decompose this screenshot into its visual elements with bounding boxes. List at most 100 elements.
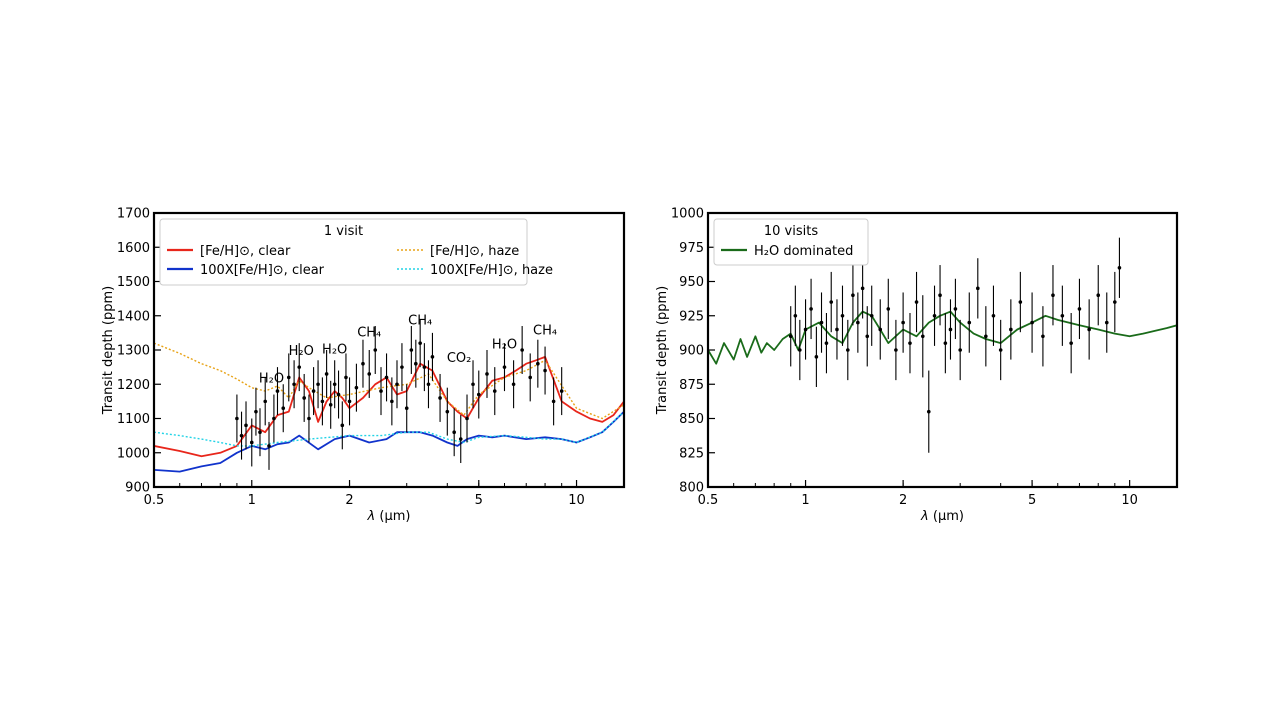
data-point (340, 423, 345, 428)
data-point (347, 399, 352, 404)
data-point (1117, 266, 1122, 270)
data-point (914, 300, 919, 304)
data-point (1051, 293, 1055, 298)
data-point (485, 372, 489, 376)
legend-title: 10 visits (764, 224, 818, 239)
data-point (788, 334, 793, 339)
annotation-label: CO₂ (447, 351, 472, 366)
y-tick-label: 1300 (117, 344, 150, 359)
y-tick-label: 850 (679, 412, 704, 427)
data-point (1069, 341, 1073, 345)
y-tick-label: 1000 (671, 207, 704, 222)
data-point (809, 307, 813, 311)
data-points (235, 319, 564, 470)
data-point (465, 416, 469, 421)
data-point (275, 389, 280, 393)
data-point (404, 406, 409, 411)
y-tick-label: 1500 (117, 275, 150, 290)
annotation-label: H₂O (289, 344, 314, 359)
data-point (536, 361, 540, 366)
data-point (328, 403, 333, 407)
data-point (316, 382, 320, 387)
legend-box (713, 218, 869, 266)
data-point (824, 341, 829, 345)
data-point (1096, 293, 1101, 298)
annotation-label: CH₄ (408, 313, 432, 328)
data-point (292, 382, 296, 387)
data-point (845, 348, 850, 352)
data-point (1009, 327, 1013, 332)
y-tick-label: 900 (679, 344, 704, 359)
legend-box (159, 218, 528, 286)
y-tick-label: 1100 (117, 412, 150, 427)
data-point (851, 293, 855, 298)
annotation-label: CH₄ (357, 325, 381, 340)
data-point (361, 361, 365, 366)
y-tick-label: 925 (679, 309, 704, 324)
legend-entry-label: [Fe/H]⊙, haze (430, 244, 519, 259)
data-point (1113, 300, 1117, 304)
y-tick-label: 1700 (117, 207, 150, 222)
y-tick-label: 1200 (117, 378, 150, 393)
data-point (967, 320, 972, 325)
legend-entry-label: [Fe/H]⊙, clear (200, 244, 291, 259)
annotation-label: H₂O (322, 342, 347, 357)
x-tick-label: 1 (248, 493, 256, 508)
data-points (788, 237, 1122, 453)
y-tick-label: 825 (679, 446, 704, 461)
data-point (1041, 334, 1045, 339)
data-point (865, 334, 870, 339)
plot-area (708, 237, 1177, 453)
data-point (458, 437, 463, 441)
data-point (920, 334, 925, 339)
data-point (272, 416, 276, 421)
x-tick-label: 2 (345, 493, 353, 508)
data-point (302, 396, 306, 400)
data-point (803, 327, 808, 332)
data-point (856, 320, 860, 325)
data-point (1030, 320, 1034, 325)
series-line-3 (154, 411, 624, 447)
x-tick-label: 10 (1121, 493, 1138, 508)
data-point (878, 327, 883, 332)
data-point (471, 382, 475, 387)
data-point (932, 313, 937, 318)
data-point (869, 313, 874, 318)
data-point (1104, 320, 1109, 325)
data-point (307, 416, 311, 421)
data-point (239, 433, 244, 438)
data-point (414, 361, 418, 366)
plot-area (154, 319, 624, 473)
y-tick-label: 975 (679, 241, 704, 256)
data-point (860, 286, 865, 291)
data-point (267, 444, 271, 448)
data-point (998, 348, 1003, 352)
y-axis-label: Transit depth (ppm) (101, 286, 116, 415)
data-point (894, 348, 898, 352)
data-point (551, 399, 556, 404)
y-tick-label: 1400 (117, 309, 150, 324)
data-point (943, 341, 948, 345)
panel-right: 0.5 1 2 5 10 800 825 850 875 900 925 950 975 1000 λ (μ… (655, 207, 1179, 524)
data-point (835, 327, 839, 332)
data-point (543, 368, 547, 373)
data-point (426, 382, 431, 387)
data-point (324, 372, 329, 376)
y-axis-label: Transit depth (ppm) (655, 286, 670, 415)
x-tick-label: 0.5 (698, 493, 719, 508)
data-point (976, 286, 980, 291)
data-point (336, 392, 341, 397)
x-tick-label: 1 (801, 493, 809, 508)
data-point (297, 365, 302, 369)
data-point (798, 348, 802, 352)
data-point (1060, 313, 1065, 318)
data-point (908, 341, 912, 345)
data-point (520, 348, 524, 352)
data-point (384, 375, 389, 380)
data-point (886, 307, 891, 311)
legend-entry-label: 100X[Fe/H]⊙, haze (430, 263, 553, 278)
data-point (430, 355, 435, 359)
y-tick-label: 875 (679, 378, 704, 393)
data-point (390, 399, 394, 404)
